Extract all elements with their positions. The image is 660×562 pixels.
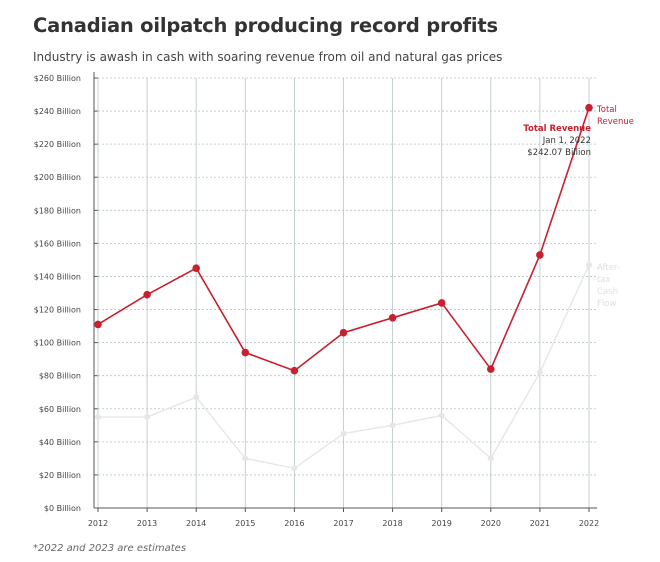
revenue-point: [487, 365, 495, 373]
x-tick-label: 2014: [186, 519, 206, 528]
y-tick-label: $100 Billion: [34, 339, 81, 348]
y-tick-label: $40 Billion: [39, 438, 81, 447]
cashflow-end-label: Cash: [597, 287, 618, 297]
x-tick-label: 2018: [382, 519, 402, 528]
x-tick-label: 2013: [137, 519, 157, 528]
cashflow-point: [291, 465, 298, 472]
cashflow-point: [438, 412, 445, 419]
y-tick-label: $0 Billion: [44, 504, 81, 513]
y-tick-label: $140 Billion: [34, 272, 81, 281]
x-tick-label: 2021: [530, 519, 550, 528]
cashflow-point: [242, 455, 249, 462]
cashflow-point: [586, 261, 592, 268]
cashflow-end-label: After-: [597, 263, 620, 273]
cashflow-point: [340, 430, 347, 437]
revenue-point: [94, 320, 102, 329]
revenue-point: [388, 314, 397, 322]
cashflow-end-label: Flow: [597, 299, 616, 309]
x-tick-label: 2015: [235, 519, 255, 528]
x-tick-label: 2022: [579, 519, 599, 528]
revenue-point: [339, 328, 348, 337]
cashflow-end-label: tax: [597, 275, 611, 285]
x-tick-label: 2016: [284, 519, 304, 528]
cashflow-point: [95, 414, 101, 421]
tooltip-series: Total Revenue: [523, 124, 591, 134]
y-tick-label: $160 Billion: [34, 239, 81, 248]
y-tick-label: $80 Billion: [39, 372, 81, 381]
footnote: *2022 and 2023 are estimates: [33, 543, 187, 554]
revenue-point: [536, 251, 544, 259]
chart-title: Canadian oilpatch producing record profi…: [33, 14, 498, 37]
revenue-point: [143, 290, 151, 299]
cashflow-point: [536, 369, 543, 376]
chart-subtitle: Industry is awash in cash with soaring r…: [33, 50, 503, 64]
cashflow-point: [144, 414, 151, 421]
revenue-end-label: Revenue: [597, 117, 634, 127]
x-tick-label: 2020: [481, 519, 501, 528]
y-tick-label: $200 Billion: [34, 173, 81, 182]
revenue-point: [585, 103, 593, 112]
revenue-point: [241, 348, 250, 357]
cashflow-point: [487, 455, 494, 462]
tooltip-date: Jan 1, 2022: [542, 136, 591, 146]
y-tick-label: $220 Billion: [34, 140, 81, 149]
x-tick-label: 2012: [88, 519, 108, 528]
y-tick-label: $60 Billion: [39, 405, 81, 414]
revenue-point: [192, 264, 200, 272]
y-tick-label: $240 Billion: [34, 107, 81, 116]
revenue-point: [437, 299, 446, 307]
cashflow-point: [193, 394, 200, 401]
y-tick-label: $180 Billion: [34, 206, 81, 215]
revenue-point: [290, 366, 299, 375]
cashflow-point: [389, 422, 396, 429]
y-tick-label: $260 Billion: [34, 74, 81, 83]
x-tick-label: 2019: [432, 519, 452, 528]
revenue-end-label: Total: [596, 105, 617, 115]
y-tick-label: $120 Billion: [34, 306, 81, 315]
x-tick-label: 2017: [333, 519, 353, 528]
tooltip-value: $242.07 Billion: [527, 148, 591, 158]
y-tick-label: $20 Billion: [39, 471, 81, 480]
